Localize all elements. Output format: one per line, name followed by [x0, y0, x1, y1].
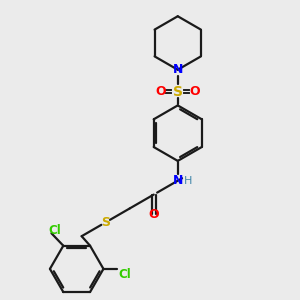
Text: N: N: [172, 174, 183, 187]
Text: S: S: [101, 216, 110, 229]
Text: N: N: [172, 63, 183, 76]
Text: H: H: [184, 176, 192, 186]
Text: O: O: [189, 85, 200, 98]
Text: S: S: [173, 85, 183, 98]
Text: O: O: [148, 208, 159, 221]
Text: O: O: [156, 85, 166, 98]
Text: Cl: Cl: [119, 268, 132, 281]
Text: Cl: Cl: [48, 224, 61, 237]
